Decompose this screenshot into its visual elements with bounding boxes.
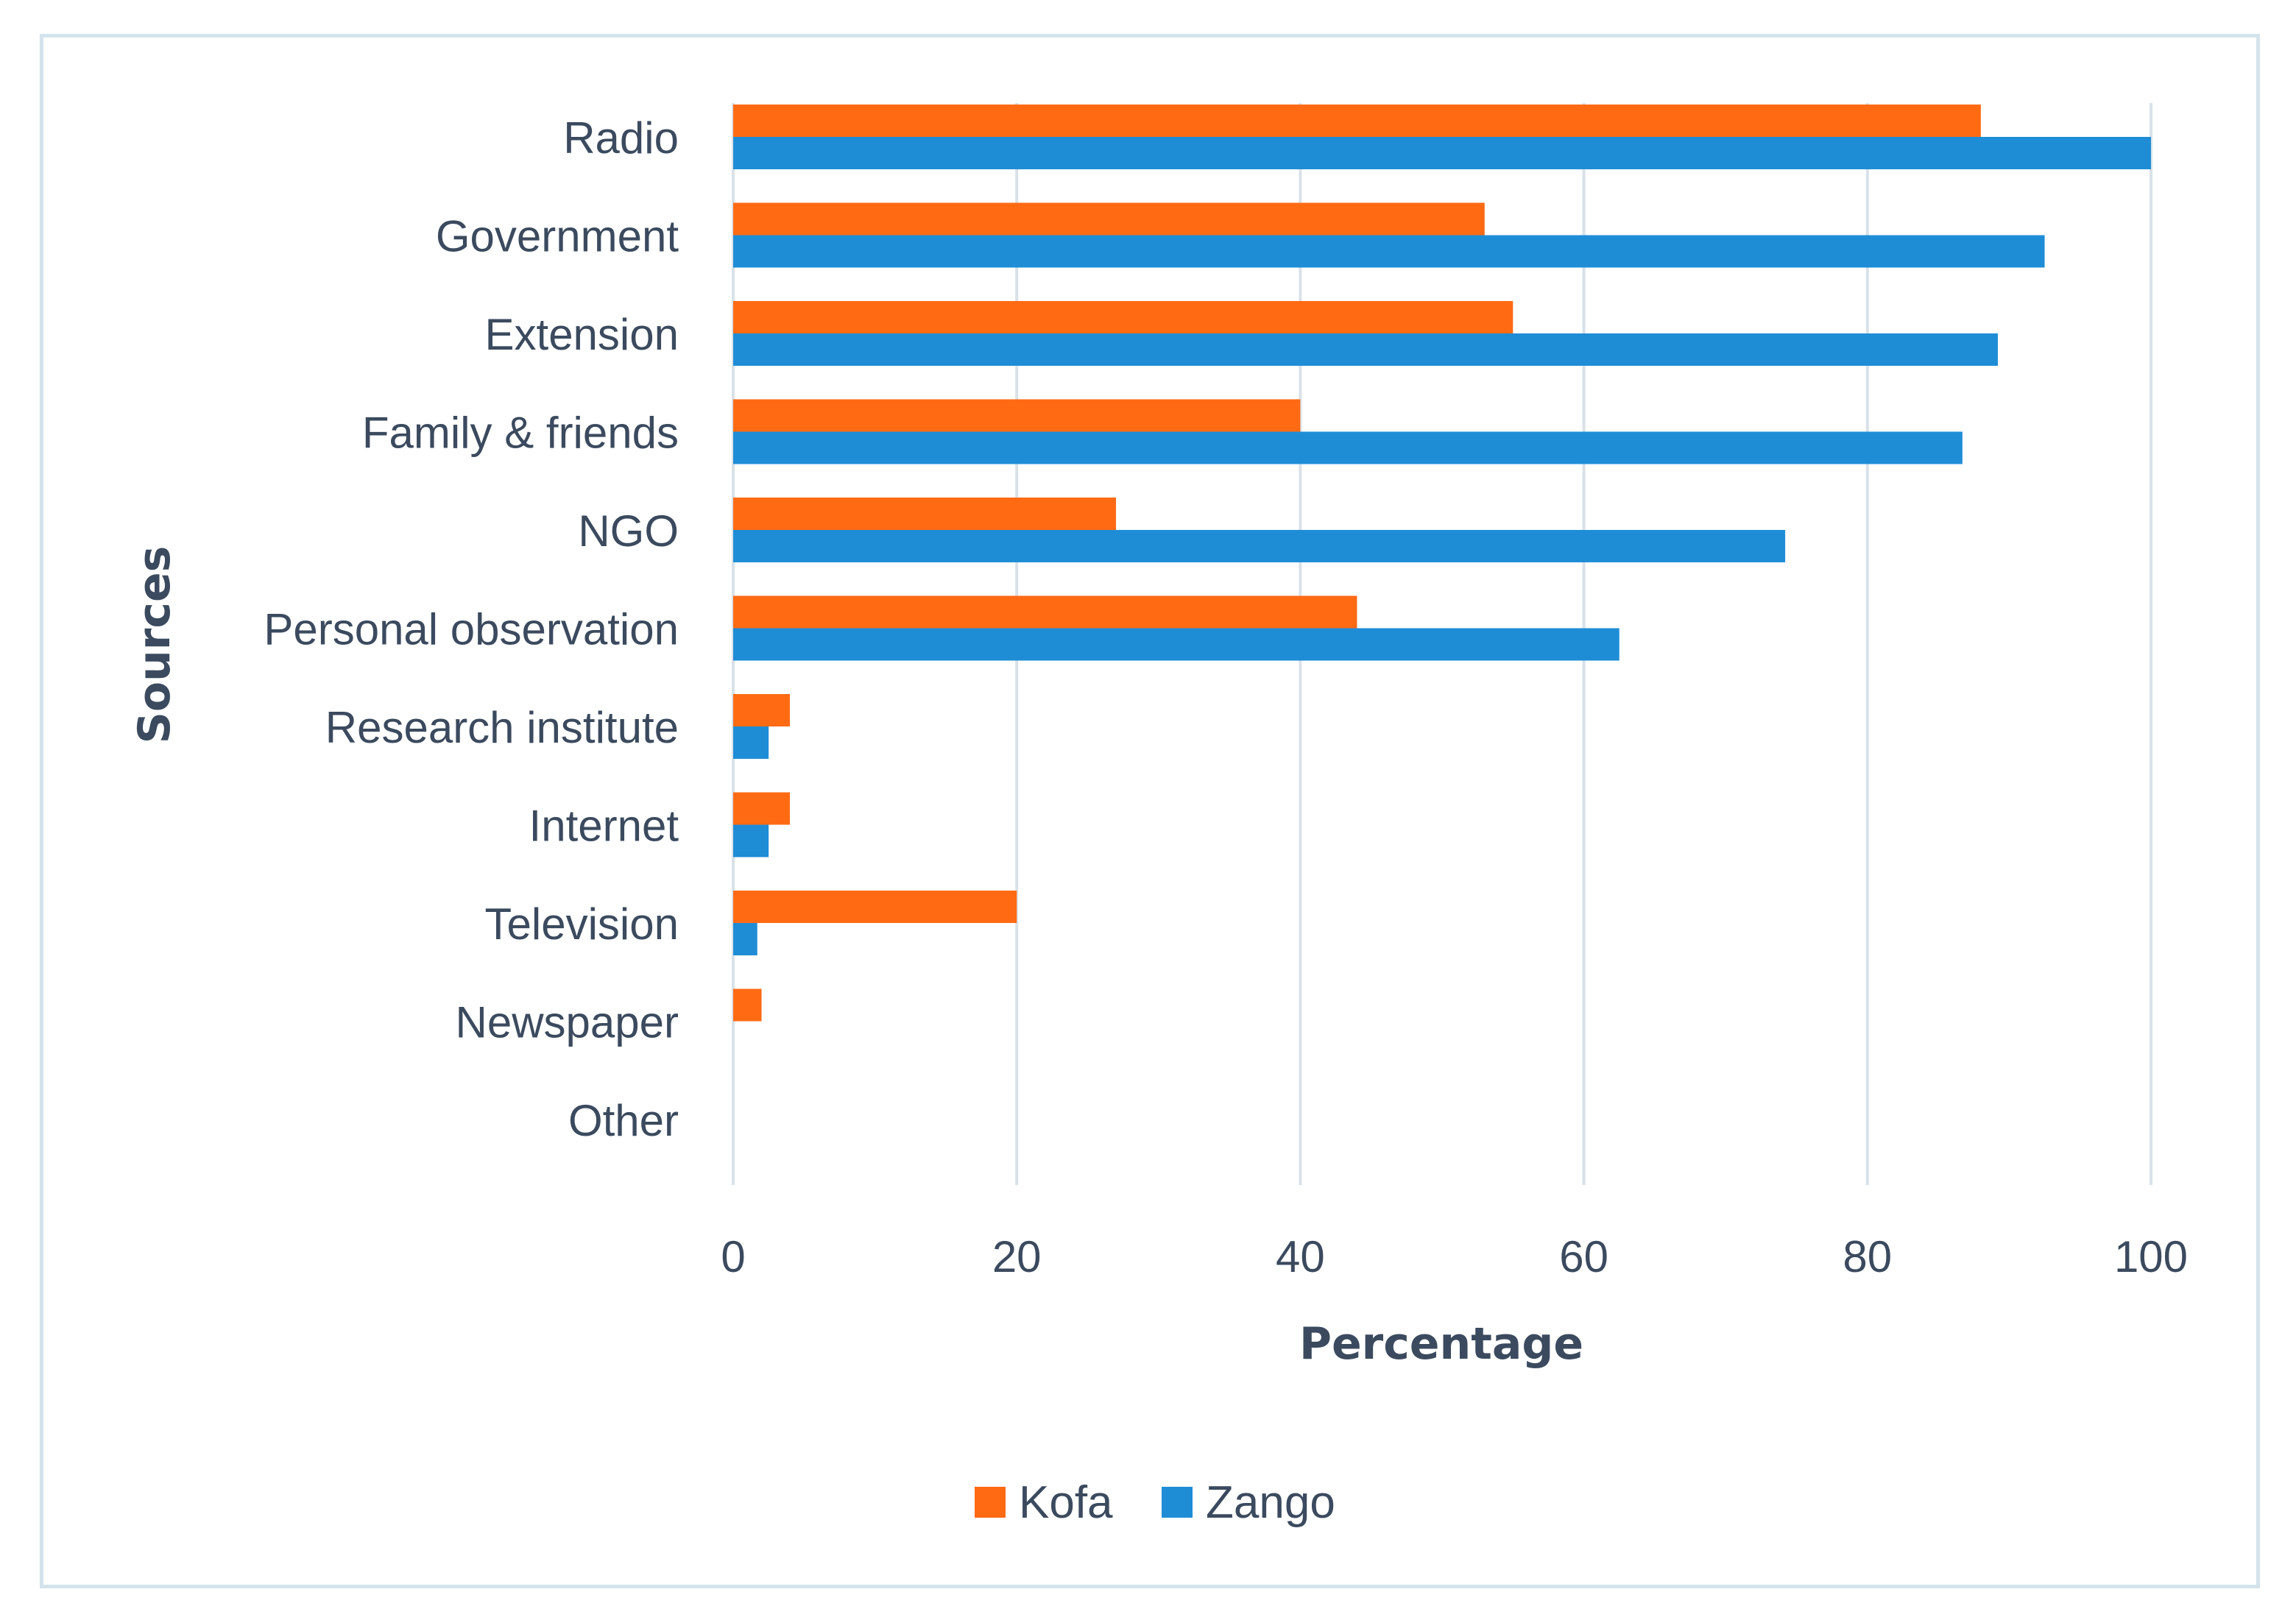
bar-zango <box>733 235 2045 268</box>
bar-kofa <box>733 202 1485 236</box>
bar-kofa <box>733 301 1513 333</box>
bar-kofa <box>733 988 762 1022</box>
bar-kofa <box>733 891 1017 923</box>
bar-kofa <box>733 105 1981 137</box>
x-tick-label: 100 <box>2114 1232 2188 1281</box>
category-label: NGO <box>578 506 679 556</box>
category-label: Family & friends <box>362 408 679 458</box>
category-label: Other <box>568 1096 679 1145</box>
bar-zango <box>733 726 769 759</box>
category-label: Internet <box>529 802 679 851</box>
category-label: Research institute <box>325 703 679 752</box>
x-axis-title: Percentage <box>1299 1318 1583 1370</box>
bar-kofa <box>733 498 1117 530</box>
x-tick-label: 0 <box>721 1232 745 1281</box>
bar-zango <box>733 333 1998 366</box>
bar-kofa <box>733 694 791 726</box>
category-label: Radio <box>563 113 679 163</box>
category-label: Personal observation <box>264 605 679 654</box>
bar-zango <box>733 923 757 955</box>
category-label: Extension <box>485 310 679 359</box>
x-tick-labels: 0 20 40 60 80 100 <box>721 1232 2188 1281</box>
bar-zango <box>733 137 2151 169</box>
x-tick-label: 20 <box>992 1232 1042 1281</box>
legend-swatch-zango <box>1162 1487 1193 1518</box>
bar-zango <box>733 431 1963 464</box>
bar-kofa <box>733 595 1357 629</box>
bars <box>733 105 2151 1022</box>
y-axis-title: Sources <box>129 546 180 744</box>
category-label: Newspaper <box>456 998 679 1047</box>
legend-label-kofa: Kofa <box>1019 1477 1113 1528</box>
bar-zango <box>733 530 1786 562</box>
x-tick-label: 40 <box>1276 1232 1325 1281</box>
x-tick-label: 60 <box>1559 1232 1608 1281</box>
category-label: Government <box>436 212 679 261</box>
bar-zango <box>733 628 1619 661</box>
chart-frame <box>40 34 2260 1588</box>
legend: Kofa Zango <box>975 1477 1335 1528</box>
category-label: Television <box>485 899 679 949</box>
bar-zango <box>733 824 769 857</box>
bar-kofa <box>733 399 1301 432</box>
bar-kofa <box>733 792 791 825</box>
legend-label-zango: Zango <box>1206 1477 1335 1528</box>
category-labels: Radio Government Extension Family & friends… <box>264 113 679 1145</box>
legend-swatch-kofa <box>975 1487 1006 1518</box>
x-tick-label: 80 <box>1843 1232 1892 1281</box>
